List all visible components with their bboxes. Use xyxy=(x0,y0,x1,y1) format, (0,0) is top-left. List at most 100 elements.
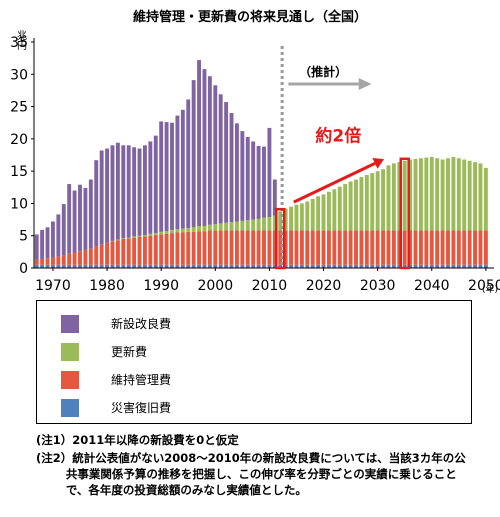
bar-segment xyxy=(245,136,250,221)
bar-segment xyxy=(321,194,326,231)
bar-segment xyxy=(175,232,180,265)
bar-segment xyxy=(348,264,353,268)
legend-label: 災害復旧費 xyxy=(111,401,172,415)
y-tick-label: 20 xyxy=(10,132,28,148)
bar-segment xyxy=(272,179,277,216)
bar-segment xyxy=(218,230,223,265)
bar-segment xyxy=(121,238,126,239)
bar-segment xyxy=(429,264,434,268)
bar-segment xyxy=(142,236,147,265)
bar-segment xyxy=(142,235,147,237)
x-tick-label: 2030 xyxy=(360,278,396,294)
bar-segment xyxy=(234,221,239,231)
bar-segment xyxy=(197,60,202,227)
bar-segment xyxy=(218,264,223,268)
x-tick-label: 2000 xyxy=(197,278,233,294)
bar-segment xyxy=(326,191,331,231)
bar-segment xyxy=(164,233,169,265)
bar-segment xyxy=(83,249,88,265)
bar-segment xyxy=(78,251,82,265)
bar-segment xyxy=(272,215,277,231)
bar-segment xyxy=(229,230,234,265)
bar-segment xyxy=(391,264,396,268)
bar-segment xyxy=(34,264,39,268)
bar-segment xyxy=(337,186,342,231)
bar-segment xyxy=(40,264,45,268)
bar-segment xyxy=(110,241,115,265)
bar-segment xyxy=(191,264,196,268)
bar-segment xyxy=(289,264,294,268)
bar-segment xyxy=(159,231,164,235)
x-tick-label: 2050 xyxy=(468,278,500,294)
bar-segment xyxy=(251,141,256,220)
legend-label: 新設改良費 xyxy=(111,317,172,331)
bar-segment xyxy=(180,264,185,268)
y-tick-label: 15 xyxy=(10,164,28,180)
bar-segment xyxy=(359,176,364,231)
bar-segment xyxy=(50,257,55,265)
bar-segment xyxy=(375,230,380,265)
legend-label: 維持管理費 xyxy=(111,373,172,387)
bar-segment xyxy=(67,184,72,254)
bar-segment xyxy=(186,231,191,265)
bar-segment xyxy=(45,227,50,259)
bar-segment xyxy=(294,204,299,231)
bar-segment xyxy=(262,217,266,231)
bar-segment xyxy=(348,230,353,265)
bar-segment xyxy=(229,264,234,268)
bar-segment xyxy=(305,230,310,265)
bar-segment xyxy=(34,259,39,265)
legend: 新設改良費 更新費 維持管理費 災害復旧費 xyxy=(36,300,472,424)
bar-segment xyxy=(180,109,185,229)
bar-segment xyxy=(94,264,99,268)
bar-segment xyxy=(224,264,229,268)
bar-segment xyxy=(170,122,174,230)
bar-segment xyxy=(207,264,212,268)
bar-segment xyxy=(88,179,93,249)
x-tick-label: 1980 xyxy=(89,278,125,294)
bar-segment xyxy=(99,264,104,268)
bar-segment xyxy=(88,248,93,265)
bar-segment xyxy=(126,264,131,268)
bar-segment xyxy=(175,264,180,268)
bar-segment xyxy=(245,220,250,231)
bar-segment xyxy=(483,264,488,268)
bar-segment xyxy=(272,230,277,265)
bar-segment xyxy=(451,156,456,231)
bar-segment xyxy=(224,222,229,231)
bar-segment xyxy=(391,163,396,231)
bar-segment xyxy=(429,156,434,231)
bar-segment xyxy=(435,264,440,268)
bar-segment xyxy=(375,171,380,231)
bar-segment xyxy=(462,264,467,268)
y-tick-label: 25 xyxy=(10,100,28,116)
bar-segment xyxy=(240,220,245,231)
bar-segment xyxy=(207,76,212,225)
bar-segment xyxy=(435,158,440,231)
bar-segment xyxy=(224,102,229,223)
bar-segment xyxy=(202,231,207,265)
bar-segment xyxy=(326,230,331,265)
bar-segment xyxy=(83,264,88,268)
bar-segment xyxy=(391,230,396,265)
bar-segment xyxy=(207,230,212,265)
bar-segment xyxy=(148,233,153,236)
legend-swatch xyxy=(61,343,79,361)
bar-segment xyxy=(132,236,137,238)
bar-segment xyxy=(402,160,407,231)
chart-title: 維持管理・更新費の将来見通し（全国） xyxy=(132,10,367,25)
bar-segment xyxy=(262,230,266,265)
x-tick-label: 1970 xyxy=(35,278,71,294)
bar-segment xyxy=(56,214,61,257)
bar-segment xyxy=(142,264,147,268)
annotation-layer: （推計） 約2倍 xyxy=(275,46,410,270)
bar-segment xyxy=(234,123,239,222)
bar-segment xyxy=(364,264,369,268)
bar-segment xyxy=(256,145,261,219)
y-tick-label: 0 xyxy=(19,261,28,277)
bar-segment xyxy=(337,264,342,268)
y-unit-label: 兆円 xyxy=(15,30,27,51)
bar-segment xyxy=(305,201,310,231)
bar-segment xyxy=(294,230,299,265)
bar-segment xyxy=(397,264,402,268)
